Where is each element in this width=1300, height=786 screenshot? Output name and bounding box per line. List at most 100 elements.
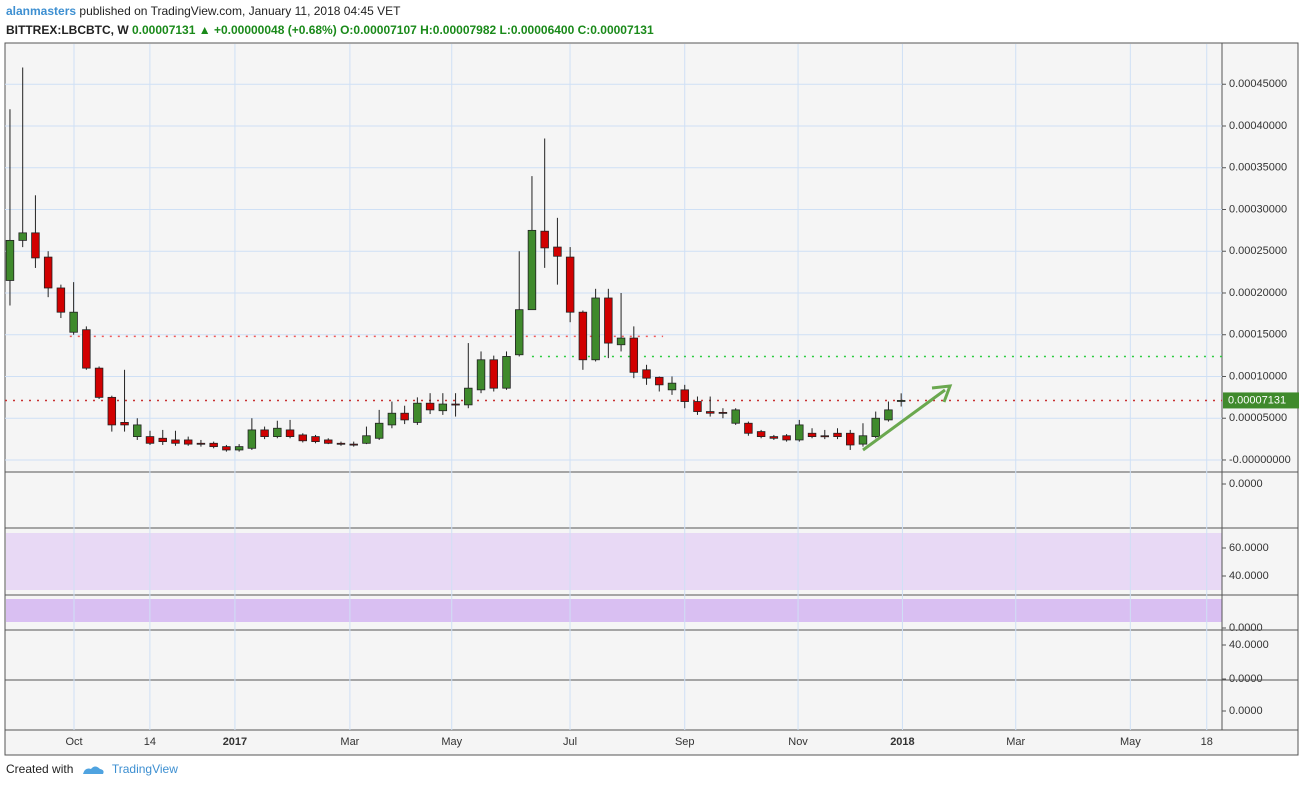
candle-body [731,409,740,424]
brand[interactable]: TradingView [111,762,178,776]
candle-body [18,232,27,241]
candle-body [604,297,613,344]
y-tick-label: 0.00025000 [1229,245,1287,257]
change: ▲ +0.00000048 (+0.68%) [198,23,337,37]
price-tag-label: 0.00007131 [1228,394,1286,406]
candle-body [158,437,167,443]
candle-body [515,309,524,356]
candle-body [120,422,129,426]
pane-tick-label: 60.0000 [1229,542,1269,554]
candle-body [311,436,320,443]
candle-body [667,382,677,391]
candle-body [56,287,66,313]
pane-tick-label: 40.0000 [1229,570,1269,582]
trend-arrow [862,388,946,452]
candle-body [858,435,868,445]
candle-body [387,412,397,426]
candle-body [273,427,282,438]
candle-body [502,356,511,389]
candle-body [260,429,269,438]
candle-body [846,432,855,446]
x-tick-label: Sep [675,736,695,748]
y-tick-label: -0.00000000 [1229,454,1291,466]
candle-body [183,439,193,445]
candle-body [553,246,562,257]
candle-body [718,411,728,414]
footer: Created with TradingView [6,762,178,776]
candle-body [145,436,155,444]
candle-body [464,387,473,406]
y-tick-label: 0.00010000 [1229,370,1287,382]
candle-body [209,442,218,448]
x-tick-label: 2017 [223,736,247,748]
y-tick-label: 0.00015000 [1229,329,1287,341]
candle-body [285,429,295,438]
x-tick-label: Jul [563,736,577,748]
candle-body [476,359,486,391]
y-tick-label: 0.00030000 [1229,203,1287,215]
candle-body [133,424,142,438]
candle-body [769,436,779,439]
candle-body [795,424,804,441]
author[interactable]: alanmasters [6,4,77,18]
trend-arrow-head [931,384,953,403]
x-tick-label: May [441,736,462,748]
x-tick-label: 18 [1201,736,1213,748]
candle-body [820,435,829,438]
ohlc: O:0.00007107 H:0.00007982 L:0.00006400 C… [340,23,654,37]
candle-body [324,439,333,444]
candle-body [884,409,893,421]
candle-body [94,367,104,398]
candle-body [655,376,664,386]
candle-body [744,422,753,434]
candle-body [527,229,537,311]
pane-tick-label: 0.0000 [1229,622,1263,634]
symbol-line: BITTREX:LBCBTC, W 0.00007131 ▲ +0.000000… [6,23,654,37]
y-tick-label: 0.00045000 [1229,78,1287,90]
chart-frame [4,42,1299,756]
candle-body [756,431,766,438]
created: Created with [6,762,74,776]
pane-tick-label: 0.0000 [1229,478,1263,490]
candle-body [540,230,549,249]
x-tick-label: Oct [65,736,82,748]
candle-body [642,369,651,379]
x-tick-label: Mar [1006,736,1025,748]
price-tag [1223,392,1299,409]
candle-body [438,403,448,412]
candle-body [629,337,639,373]
candle-body [489,359,498,389]
candle-body [896,400,906,402]
candle-body [451,403,460,406]
x-tick-label: Mar [340,736,359,748]
candle-body [82,329,91,369]
x-tick-label: May [1120,736,1141,748]
candle-body [693,401,702,412]
header-line: alanmasters published on TradingView.com… [6,4,401,18]
candle-body [413,402,422,423]
candle-body [807,432,817,438]
x-tick-label: 2018 [890,736,914,748]
candle-body [680,389,689,402]
candle-body [705,411,715,414]
candle-body [31,232,40,259]
pane-tick-label: 0.0000 [1229,705,1263,717]
candle-body [871,417,880,438]
candle-body [362,435,371,444]
candle-body [782,435,791,441]
published: published on TradingView.com, January 11… [79,4,401,18]
candle-body [616,337,626,346]
candle-body [578,311,588,361]
x-tick-label: Nov [788,736,808,748]
candle-body [591,297,600,361]
candle-body [43,256,53,289]
candle-body [69,311,78,333]
candle-body [107,396,117,426]
candle-body [196,442,206,445]
candle-body [222,446,231,451]
rsi-band [6,533,1222,590]
stoch-band [6,599,1222,622]
candle-body [349,443,358,446]
